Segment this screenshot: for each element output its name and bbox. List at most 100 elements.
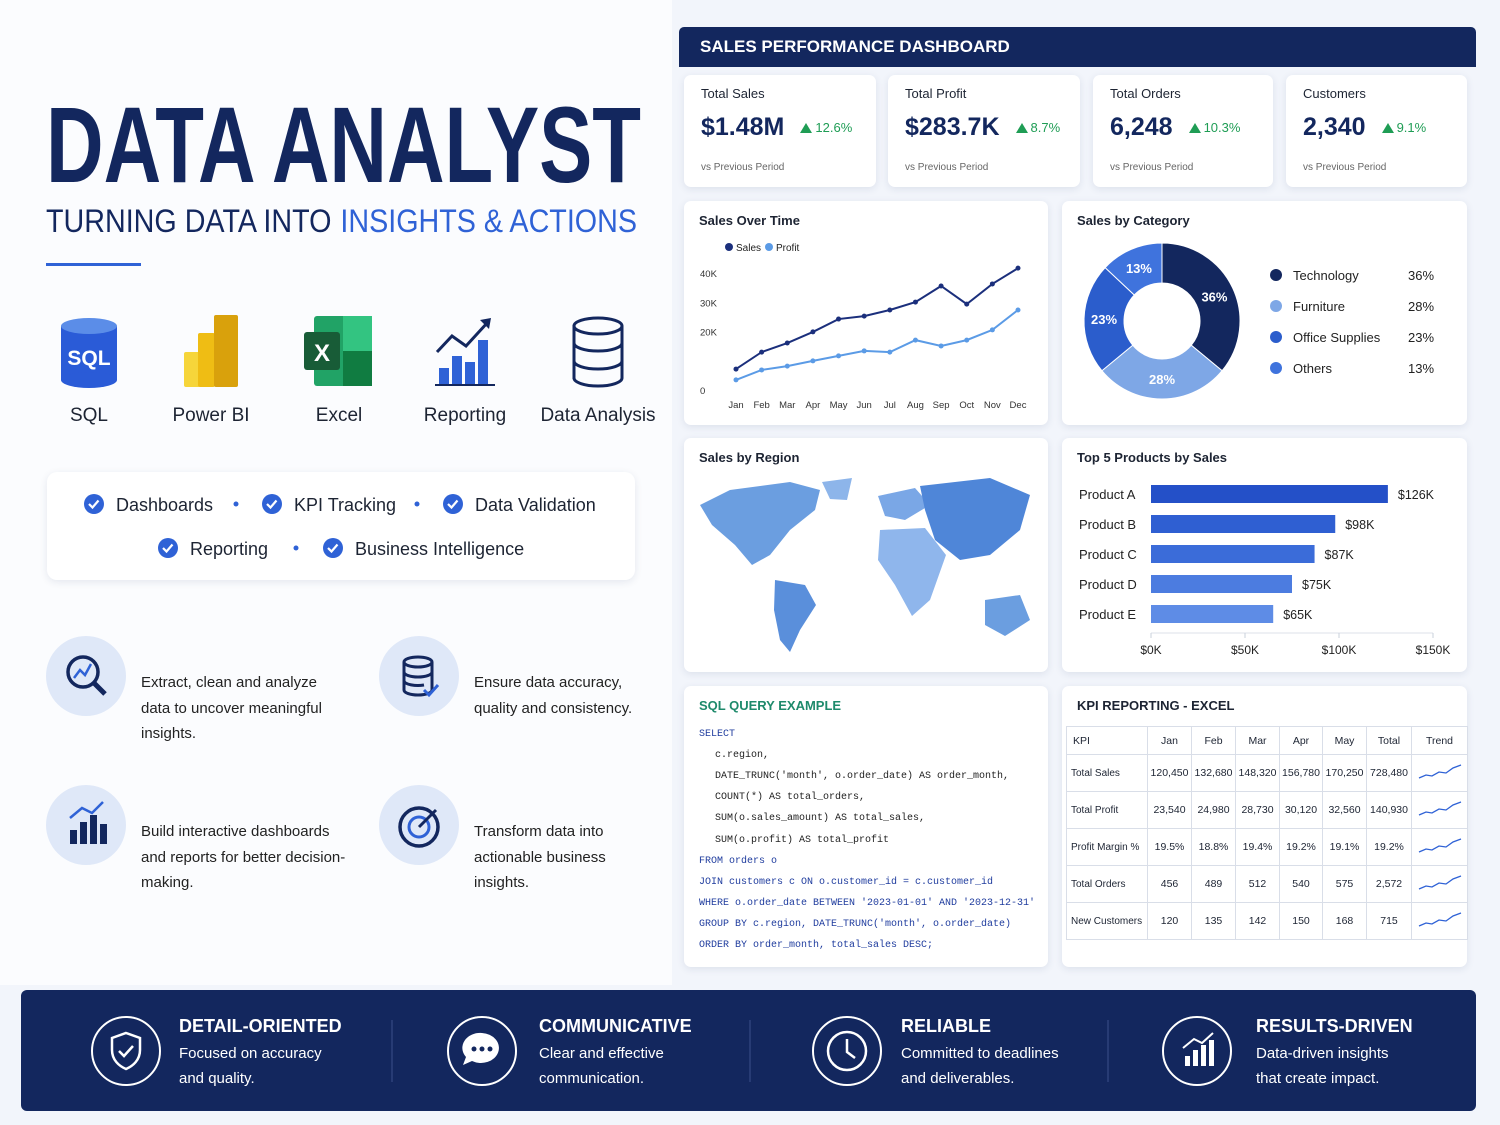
footer-icon [447,1016,517,1086]
legend-swatch [765,243,773,251]
line-point [861,313,867,319]
table-cell: 156,780 [1279,754,1323,792]
icon [343,351,372,386]
continent [700,482,820,565]
kpi-note: vs Previous Period [1110,162,1194,173]
table-cell: 140,930 [1366,791,1412,829]
icon [435,320,490,354]
bar [1151,575,1292,593]
footer-text: Clear and effective communication. [539,1045,664,1087]
table-cell: Total Orders [1066,865,1148,903]
category-label: Product E [1079,607,1136,622]
icon [572,326,624,388]
legend-swatch [1270,362,1282,374]
skill: Reporting [190,539,268,559]
code-line: WHERE o.order_date BETWEEN '2023-01-01' … [699,897,1036,909]
table-cell: 728,480 [1366,754,1412,792]
footer-icon [479,1046,485,1052]
up-arrow [1381,122,1394,133]
table-cell: 32,560 [1322,791,1367,829]
line-point [810,329,816,335]
column-header: Mar [1235,726,1280,755]
check-icon [158,538,178,558]
footer-text: Data-driven insights that create impact. [1256,1045,1389,1087]
sparkline [1418,911,1461,927]
column-header: Trend [1411,726,1468,755]
x-tick-label: Apr [806,400,821,411]
kpi-card [888,75,1080,187]
column-header: Feb [1191,726,1236,755]
check-icon [447,499,459,510]
chart-title: Top 5 Products by Sales [1077,450,1228,465]
sparkline [1418,763,1461,779]
slice-label: 36% [1201,289,1227,304]
kpi-row: 6,248 10.3% [1110,113,1240,142]
sparkline [1418,837,1461,853]
underline [46,263,141,266]
table-cell: 19.2% [1279,828,1323,866]
value-label: $126K [1398,488,1435,502]
table-cell: 135 [1191,902,1236,940]
footer-icon [845,1039,856,1059]
table-row: Profit Margin % 19.5% 18.8% 19.4% 19.2% 19.1%… [1066,828,1468,866]
legend-label: Others [1293,361,1333,376]
y-tick-label: 40K [700,269,718,280]
kpi-value: $1.48M [701,113,785,141]
continent [920,478,1030,560]
footer-icon [110,1031,142,1071]
up-arrow [1188,122,1201,133]
kpi-label: Total Orders [1110,86,1181,101]
kpi-card [1286,75,1467,187]
x-tick-label: $150K [1416,643,1451,657]
line-series [735,309,1019,381]
kpi-note: vs Previous Period [701,162,785,173]
tool-label: SQL [70,405,108,426]
x-tick-label: Oct [959,400,974,411]
kpi-card [1093,75,1273,187]
table-cell: 148,320 [1235,754,1280,792]
value-label: $75K [1302,578,1332,592]
legend-value: 23% [1408,330,1434,345]
up-arrow [800,122,813,133]
feature-icon-bg [46,636,126,716]
kpi-row: $1.48M 12.6% [701,113,852,142]
footer-icon [1162,1016,1232,1086]
tool-label: Power BI [172,405,249,426]
check-icon [88,499,100,510]
line-point [733,377,739,383]
continent [878,528,946,616]
code-line: JOIN customers c ON o.customer_id = c.cu… [699,876,994,888]
code-line: FROM orders o [699,855,778,867]
table-cell: Total Profit [1066,791,1148,829]
icon [343,316,372,351]
kpi-table: KPI Jan Feb Mar Apr May Total Trend Total Sales 1… [1066,726,1468,940]
footer-text: Focused on accuracy and quality. [179,1045,322,1087]
table-cell: 30,120 [1279,791,1323,829]
slice-label: 28% [1149,372,1175,387]
dashboard-title: SALES PERFORMANCE DASHBOARD [700,37,1010,56]
legend-label: Profit [776,243,800,254]
x-tick-label: May [830,400,848,411]
check-icon [443,494,463,514]
table-cell: 120 [1147,902,1192,940]
kpi-change: 10.3% [1203,120,1241,135]
icon [61,326,117,380]
up-arrow [800,122,813,133]
kpi-label: Customers [1303,86,1366,101]
x-tick-label: Jul [884,400,896,411]
table-cell: 18.8% [1191,828,1236,866]
kpi-row: 2,340 9.1% [1303,113,1426,142]
line-point [784,363,790,369]
icon [90,815,97,844]
pie-slice [1104,242,1163,296]
trend-cell [1411,791,1468,829]
line-point [938,343,944,349]
table-row: Total Orders 456 489 512 540 575 2,572 [1066,865,1468,903]
icon [572,342,624,371]
table-cell: 170,250 [1322,754,1367,792]
icon [439,368,449,384]
chart-title: Sales by Region [699,450,800,465]
line-point [964,337,970,343]
x-tick-label: Aug [907,400,924,411]
line-series [735,267,1019,370]
